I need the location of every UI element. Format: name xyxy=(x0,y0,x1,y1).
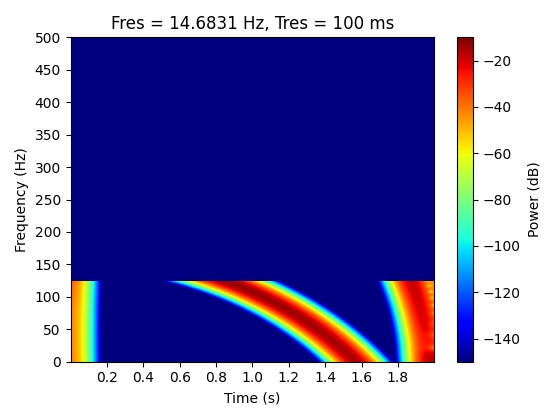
Y-axis label: Power (dB): Power (dB) xyxy=(528,162,542,237)
Y-axis label: Frequency (Hz): Frequency (Hz) xyxy=(15,147,29,252)
Title: Fres = 14.6831 Hz, Tres = 100 ms: Fres = 14.6831 Hz, Tres = 100 ms xyxy=(111,15,394,33)
X-axis label: Time (s): Time (s) xyxy=(225,391,281,405)
